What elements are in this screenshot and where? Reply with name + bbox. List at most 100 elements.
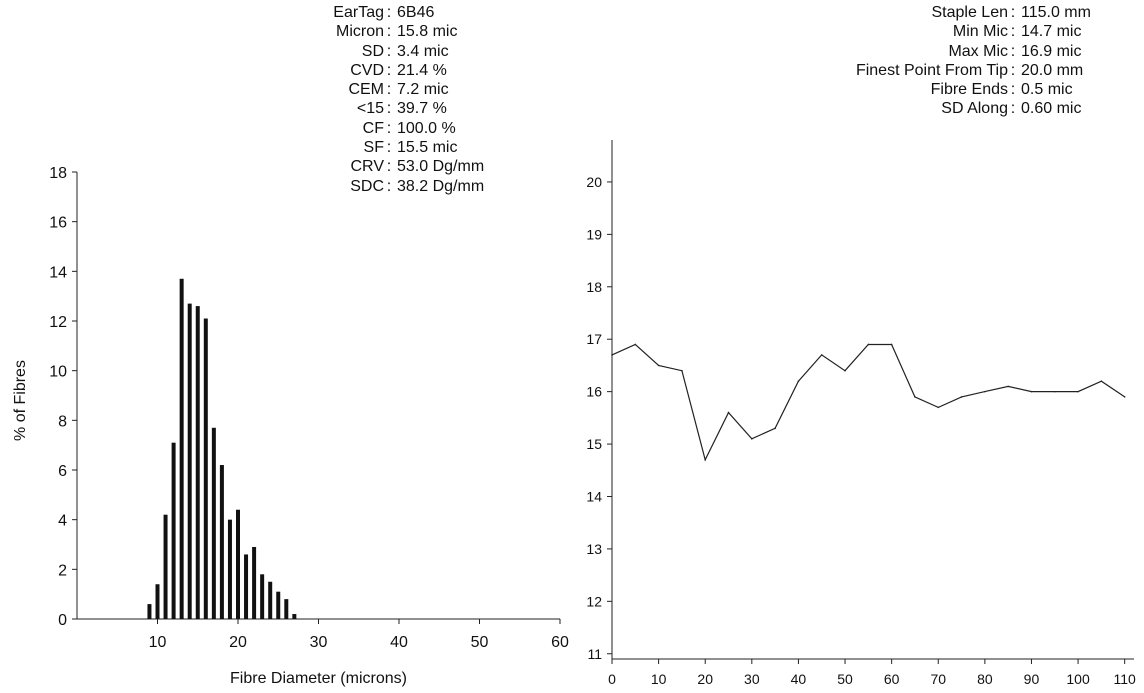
y-tick-label: 16 <box>586 384 602 400</box>
profile-point <box>611 354 613 356</box>
profile-point <box>960 396 963 398</box>
x-tick-label: 10 <box>651 671 667 687</box>
stat-row: <15:39.7 % <box>280 99 564 118</box>
histogram-bar <box>284 599 289 619</box>
stat-label: Finest Point From Tip <box>855 61 1008 79</box>
stat-separator: : <box>1010 61 1016 79</box>
stat-row: CEM:7.2 mic <box>280 80 564 99</box>
histogram-bar <box>163 514 168 619</box>
x-tick-label: 80 <box>977 671 993 687</box>
profile-point <box>937 406 940 409</box>
stat-value: 20.0 mm <box>1021 61 1084 79</box>
histogram-bar <box>292 614 297 619</box>
stat-row: Micron:15.8 mic <box>280 22 564 41</box>
y-tick-label: 6 <box>58 463 67 480</box>
stat-value: 0.5 mic <box>1021 81 1073 99</box>
histogram-bar <box>171 442 176 619</box>
profile-point <box>681 369 683 372</box>
stat-separator: : <box>386 177 392 195</box>
stat-separator: : <box>386 4 392 21</box>
stat-row: Max Mic:16.9 mic <box>760 42 1128 61</box>
y-tick-label: 14 <box>586 488 602 504</box>
stat-value: 6B46 <box>397 4 435 21</box>
histogram-bar <box>236 509 240 619</box>
stat-row: CVD:21.4 % <box>280 61 564 80</box>
stat-label: Fibre Ends <box>930 81 1008 99</box>
x-tick-label: 100 <box>1066 671 1090 687</box>
stat-label: CF <box>362 119 384 137</box>
histogram-bar <box>147 604 152 619</box>
stat-label: CVD <box>350 61 384 79</box>
x-axis-title: Fibre Diameter (microns) <box>230 670 407 687</box>
x-tick-label: 90 <box>1024 671 1040 687</box>
stat-separator: : <box>386 23 392 41</box>
stat-row: EarTag:6B46 <box>280 3 564 22</box>
histogram-statistics-panel: EarTag:6B46 Micron:15.8 mic SD:3.4 mic CVD:… <box>280 3 564 196</box>
y-tick-label: 19 <box>586 226 602 242</box>
stat-separator: : <box>386 139 392 157</box>
y-tick-label: 8 <box>58 413 67 430</box>
profile-point <box>727 411 730 414</box>
profile-point <box>657 364 660 367</box>
x-tick-label: 20 <box>697 671 713 687</box>
profile-point <box>1100 380 1103 382</box>
x-tick-label: 70 <box>930 671 946 687</box>
stat-row: SD:3.4 mic <box>280 42 564 61</box>
y-tick-label: 18 <box>49 165 67 182</box>
stat-label: SD <box>361 42 384 60</box>
stat-row: Min Mic:14.7 mic <box>760 22 1128 41</box>
stat-value: 3.4 mic <box>397 42 449 60</box>
x-tick-label: 40 <box>791 671 807 687</box>
stat-separator: : <box>386 100 392 118</box>
stat-value: 15.8 mic <box>397 23 458 41</box>
histogram-bar <box>219 465 224 619</box>
stat-row: Finest Point From Tip:20.0 mm <box>760 61 1128 80</box>
stat-value: 39.7 % <box>397 100 447 118</box>
y-tick-label: 11 <box>587 646 602 662</box>
stat-value: 53.0 Dg/mm <box>397 158 485 176</box>
x-tick-label: 50 <box>471 634 489 651</box>
stat-separator: : <box>1010 23 1016 41</box>
histogram-bar <box>276 591 281 619</box>
stat-label: EarTag <box>333 4 384 21</box>
stat-label: Micron <box>335 23 384 41</box>
stat-label: CEM <box>348 81 384 99</box>
stat-separator: : <box>386 61 392 79</box>
y-tick-label: 2 <box>58 562 67 579</box>
x-tick-label: 0 <box>608 671 616 687</box>
stat-separator: : <box>386 81 392 99</box>
profile-point <box>797 380 800 382</box>
y-tick-label: 17 <box>586 331 602 347</box>
y-tick-label: 18 <box>586 279 602 295</box>
x-tick-label: 60 <box>884 671 900 687</box>
profile-point <box>1007 385 1009 388</box>
y-tick-label: 0 <box>58 612 67 629</box>
stat-value: 16.9 mic <box>1021 42 1082 60</box>
stat-separator: : <box>386 158 392 176</box>
x-tick-label: 40 <box>390 634 408 651</box>
stat-separator: : <box>386 119 392 137</box>
stat-value: 115.0 mm <box>1021 4 1091 21</box>
profile-point <box>774 427 776 430</box>
stat-separator: : <box>386 42 392 60</box>
stat-value: 21.4 % <box>397 61 447 79</box>
profile-point <box>820 354 823 356</box>
stat-row: Fibre Ends:0.5 mic <box>760 80 1128 99</box>
profile-point <box>890 343 893 346</box>
x-tick-label: 110 <box>1114 671 1137 687</box>
profile-statistics-panel: Staple Len:115.0 mm Min Mic:14.7 mic Max M… <box>760 3 1128 119</box>
histogram-bar <box>179 278 184 619</box>
stat-label: CRV <box>350 158 385 176</box>
y-tick-label: 20 <box>586 174 602 190</box>
stat-separator: : <box>1010 81 1016 99</box>
stat-label: <15 <box>356 100 384 118</box>
histogram-bar <box>187 303 192 619</box>
histogram-bar <box>227 519 232 619</box>
y-tick-label: 16 <box>49 215 67 232</box>
stat-label: Max Mic <box>948 42 1008 60</box>
stat-label: Staple Len <box>931 4 1008 21</box>
stat-row: SDC:38.2 Dg/mm <box>280 177 564 196</box>
y-tick-label: 10 <box>49 364 67 381</box>
histogram-bar <box>260 574 265 619</box>
